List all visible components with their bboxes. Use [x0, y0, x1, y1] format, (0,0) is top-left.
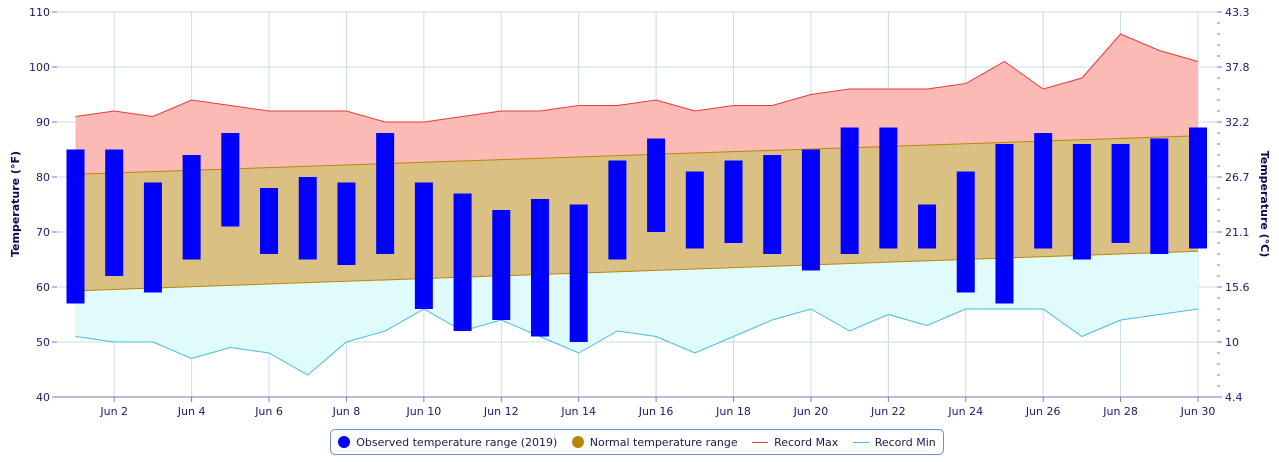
record-max-line: [75, 33, 1199, 123]
normal-high-line: [75, 135, 1199, 175]
observed-bar: [995, 144, 1014, 304]
observed-bar: [1072, 144, 1091, 260]
y-right-tick-label: 37.8: [1225, 61, 1250, 74]
y-left-tick-label: 60: [36, 281, 50, 294]
observed-bar: [1189, 127, 1207, 249]
axes: 110 43.3 100 37.8 90 32.2 80 26.7 70 21.1 60 15.6 50…: [29, 6, 1250, 418]
legend-item-record-max[interactable]: Record Max: [752, 436, 838, 449]
record-min-line: [75, 308, 1199, 376]
observed-bar: [1034, 133, 1053, 249]
observed-bar: [647, 138, 666, 232]
x-tick-label: Jun 20: [793, 405, 829, 418]
legend-label-record-min: Record Min: [874, 435, 936, 449]
record-min-band: [75, 251, 1198, 375]
x-tick-label: Jun 2: [99, 405, 128, 418]
observed-bars: [66, 127, 1207, 342]
observed-bar: [376, 133, 395, 254]
observed-bar: [840, 127, 859, 254]
observed-bar: [260, 188, 279, 254]
x-tick-label: Jun 18: [715, 405, 751, 418]
y-axis-left-title: Temperature (°F): [9, 151, 22, 257]
observed-bar: [569, 204, 588, 342]
observed-bar: [182, 155, 201, 260]
observed-bar: [221, 133, 240, 227]
y-right-tick-label: 26.7: [1225, 171, 1250, 184]
observed-bar: [956, 171, 975, 293]
observed-bar: [414, 182, 433, 309]
legend-label-observed: Observed temperature range (2019): [356, 435, 558, 449]
observed-bar: [453, 193, 472, 331]
y-left-tick-label: 110: [29, 6, 50, 19]
y-right-tick-label: 10: [1225, 336, 1239, 349]
observed-bar: [298, 177, 317, 260]
observed-bar: [724, 160, 743, 243]
legend-label-record-max: Record Max: [774, 435, 839, 449]
legend-marker-record-max: [752, 441, 769, 443]
y-right-tick-label: 21.1: [1225, 226, 1250, 239]
legend-item-record-min[interactable]: Record Min: [852, 435, 936, 449]
y-left-tick-label: 100: [29, 61, 50, 74]
legend-marker-record-min: [852, 441, 869, 443]
observed-bar: [801, 149, 820, 271]
normal-range-band: [75, 135, 1198, 291]
record-max-band: [75, 34, 1198, 175]
observed-bar: [105, 149, 124, 276]
x-tick-label: Jun 30: [1180, 405, 1216, 418]
observed-bar: [608, 160, 627, 260]
observed-bar: [879, 127, 898, 249]
x-tick-label: Jun 12: [483, 405, 519, 418]
y-left-tick-label: 50: [36, 336, 50, 349]
observed-bar: [685, 171, 704, 249]
x-tick-label: Jun 28: [1102, 405, 1138, 418]
observed-bar: [530, 199, 549, 337]
y-left-tick-label: 80: [36, 171, 50, 184]
observed-bar: [337, 182, 356, 265]
x-tick-label: Jun 14: [560, 405, 596, 418]
x-tick-label: Jun 4: [177, 405, 206, 418]
observed-bar: [763, 155, 782, 254]
y-axis-right-title: Temperature (°C): [1258, 151, 1271, 258]
observed-bar: [143, 182, 162, 293]
x-tick-label: Jun 8: [332, 405, 361, 418]
legend: Observed temperature range (2019) Normal…: [330, 429, 944, 455]
observed-bar: [66, 149, 85, 304]
y-left-tick-label: 40: [36, 391, 50, 404]
y-right-tick-label: 4.4: [1225, 391, 1243, 404]
observed-bar: [1111, 144, 1130, 243]
x-tick-label: Jun 6: [254, 405, 283, 418]
y-left-tick-label: 70: [36, 226, 50, 239]
x-tick-label: Jun 24: [947, 405, 983, 418]
observed-bar: [1150, 138, 1169, 254]
y-right-tick-label: 15.6: [1225, 281, 1250, 294]
legend-label-normal: Normal temperature range: [589, 435, 738, 449]
y-left-tick-label: 90: [36, 116, 50, 129]
x-tick-label: Jun 22: [870, 405, 906, 418]
legend-marker-observed: [338, 436, 351, 448]
legend-marker-normal: [571, 436, 584, 448]
legend-item-normal[interactable]: Normal temperature range: [571, 435, 738, 449]
x-tick-label: Jun 16: [638, 405, 674, 418]
observed-bar: [918, 204, 937, 249]
x-tick-label: Jun 10: [406, 405, 442, 418]
x-tick-label: Jun 26: [1025, 405, 1061, 418]
legend-item-observed[interactable]: Observed temperature range (2019): [338, 436, 557, 449]
range-areas: [75, 33, 1199, 376]
y-right-tick-label: 32.2: [1225, 116, 1250, 129]
y-right-tick-label: 43.3: [1225, 6, 1250, 19]
observed-bar: [492, 210, 511, 320]
